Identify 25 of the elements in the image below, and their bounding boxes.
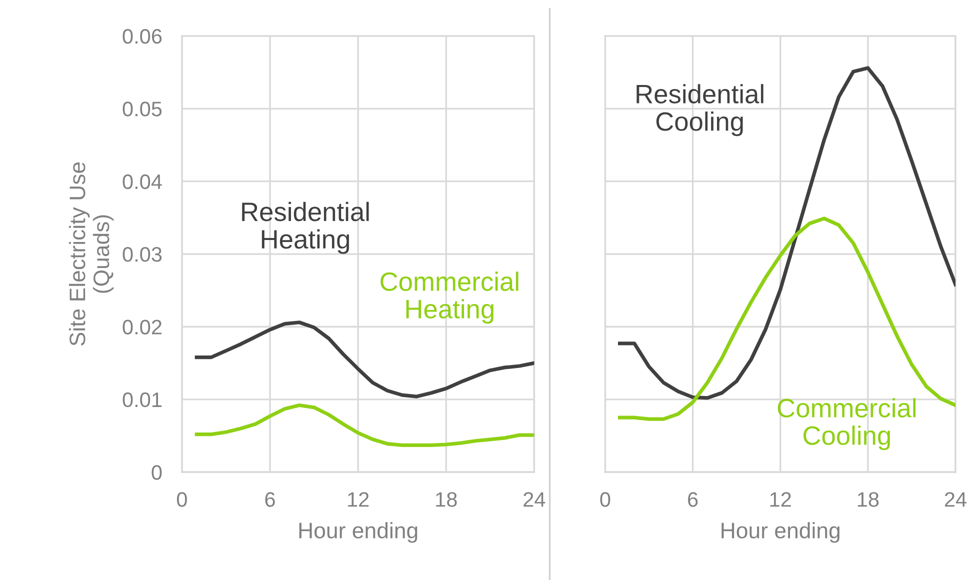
x-tick-label: 12 — [770, 492, 791, 507]
x-tick-label: 6 — [688, 492, 698, 507]
y-tick-label: 0.03 — [122, 247, 162, 262]
y-axis-title: Site Electricity Use (Quads) — [68, 162, 114, 346]
x-tick-label: 24 — [944, 492, 966, 507]
y-tick-label: 0.01 — [122, 392, 162, 408]
text: Residential Cooling — [636, 84, 764, 136]
x-axis-title: Hour ending — [299, 522, 418, 543]
x-tick-label: 24 — [524, 492, 546, 507]
x-tick-label: 0 — [600, 492, 610, 507]
line-series — [194, 403, 534, 448]
x-tick-label: 18 — [858, 492, 879, 507]
y-tick-label: 0.05 — [122, 102, 162, 116]
text: Commercial Heating — [380, 272, 518, 324]
text: Residential Heating — [242, 202, 369, 254]
series-label: Commercial Cooling — [778, 398, 916, 450]
y-tick-label: 0 — [152, 465, 162, 480]
y-tick-label: 0.04 — [122, 174, 162, 190]
x-tick-label: 18 — [436, 492, 457, 507]
x-tick-label: 6 — [265, 492, 275, 507]
x-axis-title: Hour ending — [722, 522, 840, 543]
x-tick-label: 0 — [176, 492, 187, 507]
y-tick-label: 0.06 — [122, 28, 162, 44]
x-tick-label: 12 — [348, 492, 369, 507]
y-tick-label: 0.02 — [122, 320, 162, 334]
